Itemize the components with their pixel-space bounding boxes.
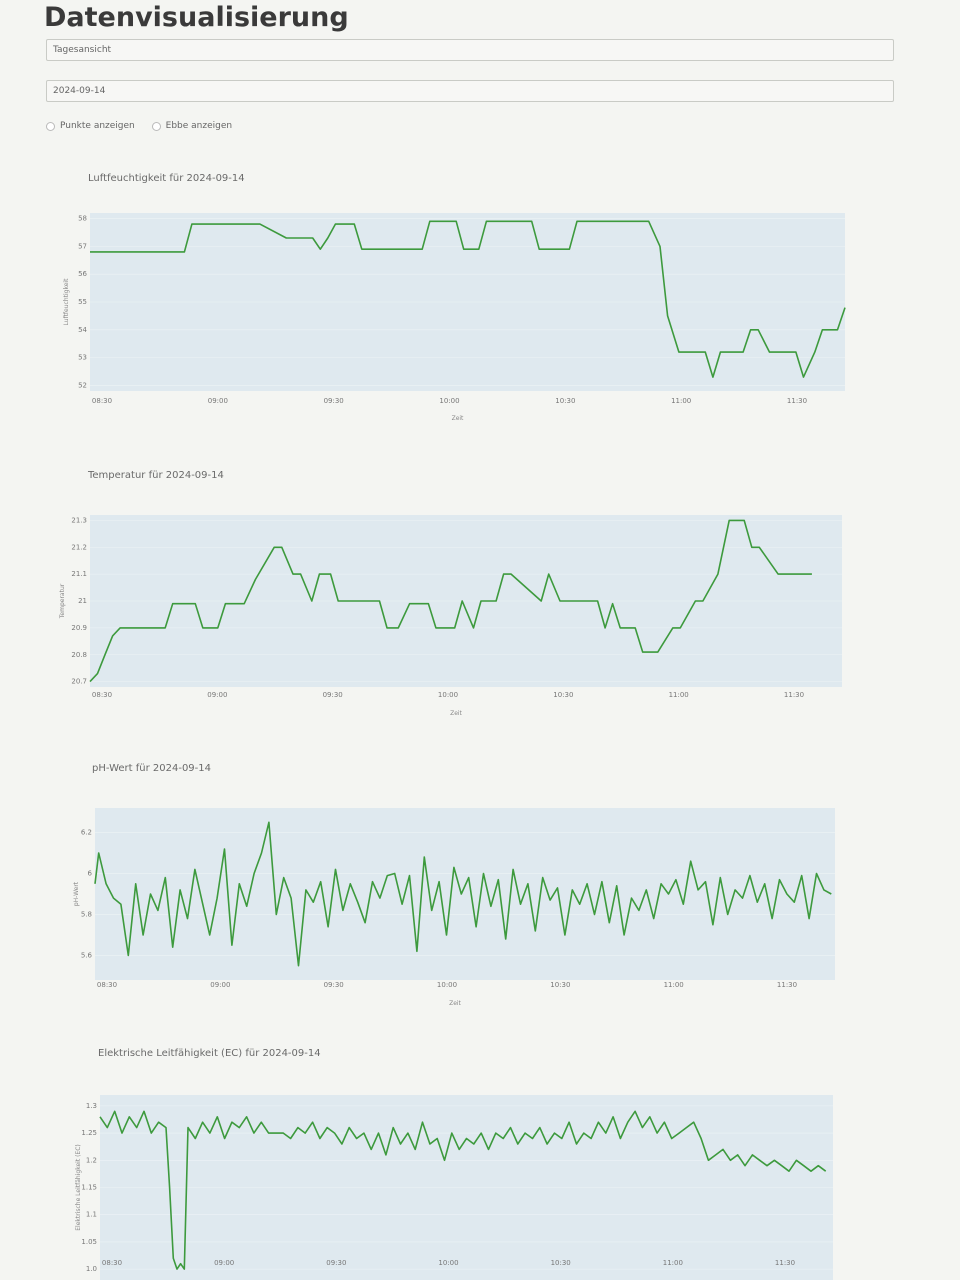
temperature-y-tick-label: 20.7 [71, 678, 87, 686]
ebb-checkbox-label: Ebbe anzeigen [165, 121, 233, 131]
date-select[interactable]: 2024-09-14 [46, 80, 894, 102]
temperature-x-axis-label: Zeit [450, 710, 462, 717]
ph-x-tick-label: 09:00 [210, 981, 230, 989]
ec-x-tick-label: 10:30 [551, 1259, 571, 1267]
temperature-y-axis-label: Temperatur [59, 583, 66, 619]
temperature-y-tick-label: 21.3 [71, 516, 87, 524]
ec-chart: 1.0 1.05 1.1 1.15 1.2 1.25 1.3 08:30 09:00 09:30 1… [75, 1095, 833, 1280]
ph-y-axis-label: pH-Wert [73, 881, 80, 906]
ebb-checkbox-box[interactable] [151, 121, 161, 131]
temperature-x-tick-label: 08:30 [92, 691, 112, 699]
humidity-x-tick-label: 09:00 [208, 397, 228, 405]
humidity-chart: 52 53 54 55 56 57 58 08:30 09:00 09:30 10:00 10:30 1… [63, 213, 846, 422]
ph-series-line [94, 821, 832, 967]
ec-y-tick-label: 1.0 [86, 1265, 97, 1273]
humidity-y-tick-label: 58 [78, 215, 87, 223]
ec-y-tick-label: 1.1 [86, 1211, 97, 1219]
ph-x-tick-label: 10:00 [437, 981, 457, 989]
humidity-y-tick-label: 56 [78, 270, 87, 278]
humidity-y-tick-label: 53 [78, 354, 87, 362]
ph-chart-title: pH-Wert für 2024-09-14 [92, 763, 211, 774]
ph-chart: 5.6 5.8 6 6.2 08:30 09:00 09:30 10:00 10:30 11:00… [73, 808, 835, 1007]
humidity-x-axis-label: Zeit [452, 415, 464, 422]
ph-x-axis-label: Zeit [449, 1000, 461, 1007]
ph-y-tick-label: 5.8 [81, 910, 92, 918]
ec-y-axis-label: Elektrische Leitfähigkeit (EC) [75, 1144, 82, 1231]
humidity-x-tick-label: 10:00 [439, 397, 459, 405]
ec-x-tick-label: 11:30 [775, 1259, 795, 1267]
humidity-series-line [90, 220, 846, 378]
temperature-x-tick-label: 11:00 [669, 691, 689, 699]
ec-x-tick-label: 09:30 [326, 1259, 346, 1267]
ec-x-tick-label: 10:00 [438, 1259, 458, 1267]
temperature-y-tick-label: 20.9 [71, 624, 87, 632]
ph-x-tick-label: 09:30 [324, 981, 344, 989]
ph-y-tick-label: 6 [88, 870, 93, 878]
ph-x-tick-label: 08:30 [97, 981, 117, 989]
temperature-x-tick-label: 11:30 [784, 691, 804, 699]
humidity-y-tick-label: 52 [78, 381, 87, 389]
ph-x-tick-label: 11:00 [664, 981, 684, 989]
humidity-x-tick-label: 10:30 [555, 397, 575, 405]
temperature-chart-title: Temperatur für 2024-09-14 [88, 470, 224, 481]
humidity-y-tick-label: 54 [78, 326, 87, 334]
options-row: Punkte anzeigen Ebbe anzeigen [46, 121, 246, 134]
points-checkbox[interactable]: Punkte anzeigen [46, 121, 135, 131]
temperature-y-tick-label: 21.1 [71, 570, 87, 578]
temperature-series-line [89, 519, 812, 683]
ec-chart-title: Elektrische Leitfähigkeit (EC) für 2024-… [98, 1048, 321, 1059]
humidity-y-tick-label: 55 [78, 298, 87, 306]
ebb-checkbox[interactable]: Ebbe anzeigen [151, 121, 233, 131]
page-title: Datenvisualisierung [44, 2, 349, 33]
temperature-chart: 20.7 20.8 20.9 21 21.1 21.2 21.3 08:30 09:00 09:3… [59, 515, 842, 717]
temperature-y-tick-label: 20.8 [71, 651, 87, 659]
ec-y-tick-label: 1.2 [86, 1156, 97, 1164]
view-select[interactable]: Tagesansicht [46, 39, 894, 61]
ec-series-line [99, 1110, 827, 1270]
temperature-x-tick-label: 09:30 [323, 691, 343, 699]
temperature-x-tick-label: 09:00 [207, 691, 227, 699]
ec-x-tick-label: 11:00 [663, 1259, 683, 1267]
humidity-x-tick-label: 11:00 [671, 397, 691, 405]
points-checkbox-label: Punkte anzeigen [60, 121, 135, 131]
ec-x-tick-label: 08:30 [102, 1259, 122, 1267]
ec-x-tick-label: 09:00 [214, 1259, 234, 1267]
humidity-y-tick-label: 57 [78, 242, 87, 250]
humidity-x-tick-label: 09:30 [324, 397, 344, 405]
ph-x-tick-label: 10:30 [550, 981, 570, 989]
ec-y-tick-label: 1.25 [81, 1129, 97, 1137]
temperature-x-tick-label: 10:00 [438, 691, 458, 699]
humidity-x-tick-label: 08:30 [92, 397, 112, 405]
ph-x-tick-label: 11:30 [777, 981, 797, 989]
ec-y-tick-label: 1.3 [86, 1102, 97, 1110]
humidity-chart-title: Luftfeuchtigkeit für 2024-09-14 [88, 173, 245, 184]
temperature-y-tick-label: 21.2 [71, 543, 87, 551]
temperature-y-tick-label: 21 [78, 597, 87, 605]
ph-y-tick-label: 6.2 [81, 829, 92, 837]
temperature-x-tick-label: 10:30 [553, 691, 573, 699]
ph-y-tick-label: 5.6 [81, 951, 93, 959]
humidity-y-axis-label: Luftfeuchtigkeit [63, 278, 70, 326]
ec-y-tick-label: 1.15 [81, 1184, 97, 1192]
humidity-x-tick-label: 11:30 [787, 397, 807, 405]
points-checkbox-box[interactable] [46, 121, 55, 131]
ec-y-tick-label: 1.05 [81, 1238, 97, 1246]
